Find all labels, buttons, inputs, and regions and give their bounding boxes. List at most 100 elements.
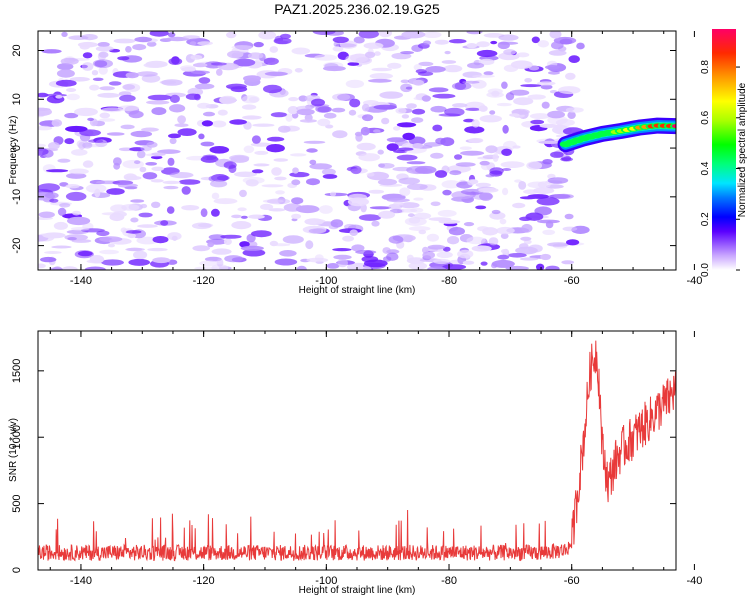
spectrogram-noise-blob bbox=[189, 41, 197, 46]
spectrogram-noise-blob bbox=[547, 242, 570, 247]
spectrogram-noise-blob bbox=[216, 68, 223, 76]
spectrogram-noise-blob bbox=[377, 178, 398, 186]
spectrogram-noise-blob bbox=[519, 257, 539, 261]
spectrogram-noise-blob bbox=[448, 39, 467, 44]
colorbar-label: Normalized spectral amplitude bbox=[737, 82, 748, 217]
spectrogram-noise-blob bbox=[89, 84, 100, 91]
colorbar-tick-label: 0.6 bbox=[700, 110, 711, 124]
spectrogram-noise-blob bbox=[467, 62, 485, 69]
spectrogram-noise-blob bbox=[65, 184, 80, 189]
spectrogram-noise-blob bbox=[99, 112, 111, 119]
colorbar-tick-label: 0.2 bbox=[700, 212, 711, 226]
spectrogram-noise-blob bbox=[110, 204, 127, 213]
spectrogram-noise-blob bbox=[479, 160, 490, 166]
spectrogram-noise-blob bbox=[38, 92, 49, 98]
spectrogram-noise-blob bbox=[208, 234, 226, 241]
spectrogram-noise-blob bbox=[127, 233, 136, 239]
spectrogram-noise-blob bbox=[524, 78, 533, 83]
spectrogram-noise-blob bbox=[60, 57, 79, 65]
spectrogram-noise-blob bbox=[294, 68, 303, 73]
spectrogram-noise-blob bbox=[146, 100, 170, 105]
spectrogram-noise-blob bbox=[348, 109, 357, 116]
spectrogram-noise-blob bbox=[273, 158, 289, 162]
spectrogram-noise-blob bbox=[61, 266, 78, 270]
spectrogram-noise-blob bbox=[442, 264, 467, 270]
spectrogram-noise-blob bbox=[49, 198, 59, 203]
spectrogram-noise-blob bbox=[230, 86, 248, 93]
spectrogram-noise-blob bbox=[537, 81, 556, 86]
spectrogram-noise-blob bbox=[99, 236, 123, 243]
spectrogram-noise-blob bbox=[287, 106, 299, 115]
spectrogram-noise-blob bbox=[38, 211, 55, 218]
spectrogram-noise-blob bbox=[200, 155, 219, 163]
spectrogram-noise-blob bbox=[79, 129, 101, 137]
spectrogram-noise-blob bbox=[358, 31, 379, 39]
spectrogram-noise-blob bbox=[200, 141, 215, 147]
spectrogram-noise-blob bbox=[418, 61, 434, 67]
spectrogram-noise-blob bbox=[509, 89, 530, 96]
spectrogram-noise-blob bbox=[168, 133, 181, 139]
spectrogram-noise-blob bbox=[270, 112, 288, 118]
spectrogram-noise-blob bbox=[478, 187, 499, 193]
spectrogram-noise-blob bbox=[57, 158, 71, 163]
signal-track-peak bbox=[703, 128, 711, 132]
spectrogram-noise-blob bbox=[122, 159, 144, 169]
spectrogram-noise-blob bbox=[408, 226, 431, 232]
spectrogram-noise-blob bbox=[139, 166, 147, 173]
spectrogram-noise-blob bbox=[306, 148, 318, 153]
spectrogram-noise-blob bbox=[433, 258, 451, 265]
spectrogram-noise-blob bbox=[145, 162, 158, 166]
spectrogram-noise-blob bbox=[466, 31, 483, 35]
spectrogram-noise-blob bbox=[66, 172, 87, 179]
colorbar: 0.0 0.2 0.4 0.6 0.8 Normalized spectral ampl… bbox=[700, 29, 748, 277]
spectrogram-noise-blob bbox=[528, 65, 540, 71]
spectrogram-noise-blob bbox=[260, 203, 274, 210]
spectrogram-noise-blob bbox=[432, 124, 443, 132]
spectrogram-noise-blob bbox=[101, 107, 124, 113]
spectrogram-noise-blob bbox=[108, 81, 122, 86]
spectrogram-noise-blob bbox=[538, 140, 561, 144]
spectrogram-noise-blob bbox=[530, 119, 545, 125]
spectrogram-noise-blob bbox=[541, 101, 550, 109]
spectrogram-noise-blob bbox=[540, 84, 553, 90]
spectrogram-noise-blob bbox=[241, 95, 260, 104]
spectrogram-noise-blob bbox=[182, 35, 200, 40]
spectrogram-noise-blob bbox=[177, 115, 187, 124]
spectrogram-noise-blob bbox=[120, 124, 135, 130]
spectrogram-noise-blob bbox=[447, 236, 460, 245]
spectrogram-noise-blob bbox=[298, 95, 308, 102]
spectrogram-noise-blob bbox=[168, 57, 183, 65]
spectrogram-noise-blob bbox=[492, 153, 499, 162]
spectrogram-noise-blob bbox=[368, 189, 385, 194]
spectrogram-noise-blob bbox=[457, 249, 474, 259]
spectrogram-noise-blob bbox=[120, 227, 128, 233]
spectrogram-noise-blob bbox=[266, 144, 285, 153]
spectrogram-noise-blob bbox=[211, 192, 220, 200]
spectrogram-noise-blob bbox=[371, 220, 380, 227]
spectrogram-noise-blob bbox=[353, 36, 365, 44]
spectrogram-noise-blob bbox=[143, 62, 166, 68]
spectrogram-noise-blob bbox=[501, 81, 508, 89]
spectrogram-noise-blob bbox=[280, 33, 291, 39]
spectrogram-noise-blob bbox=[401, 31, 426, 39]
spectrogram-noise-blob bbox=[400, 79, 410, 84]
spectrogram-noise-blob bbox=[406, 183, 428, 190]
spectrogram-noise-blob bbox=[92, 77, 104, 82]
spectrogram-noise-blob bbox=[321, 168, 336, 176]
snr-frame bbox=[37, 330, 677, 571]
spectrogram-noise-blob bbox=[410, 207, 424, 213]
spectrogram-noise-blob bbox=[181, 205, 200, 211]
spectrogram-noise-blob bbox=[505, 265, 529, 270]
spectrogram-noise-blob bbox=[480, 261, 488, 266]
spectrogram-noise-blob bbox=[537, 181, 551, 189]
snr-plot-area bbox=[38, 331, 676, 570]
snr-ytick-label: 1500 bbox=[11, 359, 23, 383]
spectrogram-xlabel: Height of straight line (km) bbox=[299, 285, 416, 296]
spectrogram-noise-blob bbox=[199, 260, 219, 267]
spectrogram-noise-blob bbox=[239, 189, 247, 198]
spectrogram-noise-blob bbox=[84, 266, 106, 270]
spectrogram-noise-blob bbox=[254, 150, 269, 155]
spectrogram-noise-blob bbox=[567, 111, 576, 119]
spectrogram-noise-blob bbox=[529, 113, 551, 120]
